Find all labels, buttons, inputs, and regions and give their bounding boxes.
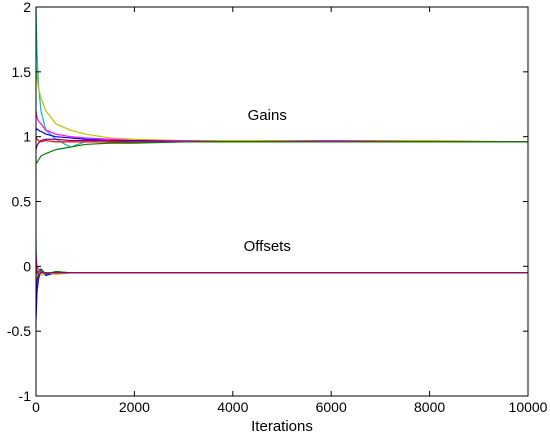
y-tick-label: 1 xyxy=(23,129,31,145)
gain-line-7 xyxy=(36,141,528,164)
x-tick-label: 4000 xyxy=(217,399,248,415)
plot-frame xyxy=(35,6,529,397)
x-tick-label: 10000 xyxy=(509,399,548,415)
axes-layer: 0 2000 4000 6000 8000 10000 -1 -0.5 0 0.5 1 1.5 2 xyxy=(7,0,548,415)
annotation-layer: Gains Offsets xyxy=(244,107,291,255)
x-tick-label: 8000 xyxy=(414,399,445,415)
offset-line-14 xyxy=(36,272,528,293)
annotation-gains: Gains xyxy=(248,107,287,124)
y-tick-label: 1.5 xyxy=(12,64,32,80)
y-tick-label: 0.5 xyxy=(12,194,32,210)
y-tick-label: 2 xyxy=(23,0,31,15)
offset-line-10 xyxy=(36,253,528,275)
series-layer xyxy=(36,7,528,321)
x-tick-label: 2000 xyxy=(119,399,150,415)
offset-line-11 xyxy=(36,272,528,280)
y-tick-label: 0 xyxy=(23,258,31,274)
gain-line-3 xyxy=(36,110,528,143)
gain-line-1 xyxy=(36,7,528,148)
x-axis-label: Iterations xyxy=(251,418,313,434)
offset-line-9 xyxy=(36,269,528,321)
x-tick-label: 0 xyxy=(32,399,40,415)
gain-line-2 xyxy=(36,65,528,143)
x-tick-label: 6000 xyxy=(316,399,347,415)
y-tick-label: -0.5 xyxy=(7,323,31,339)
annotation-offsets: Offsets xyxy=(244,238,291,255)
offset-line-13 xyxy=(36,259,528,275)
y-tick-label: -1 xyxy=(19,388,32,404)
gain-line-4 xyxy=(36,128,528,143)
